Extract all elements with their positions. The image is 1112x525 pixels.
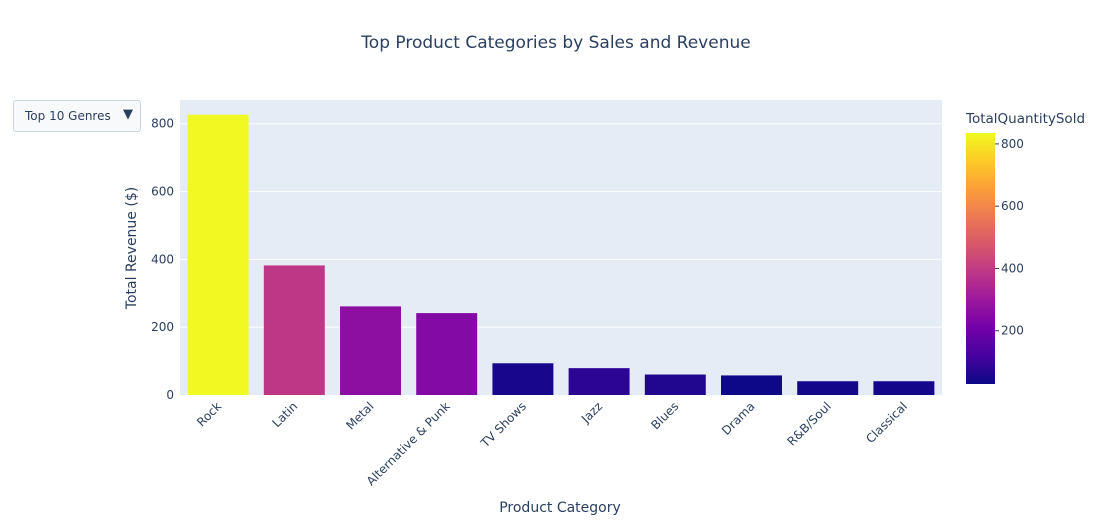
y-tick-label: 600 (151, 185, 174, 199)
y-tick-label: 200 (151, 320, 174, 334)
colorbar-tick-label: 400 (1001, 261, 1024, 275)
x-tick-label: Metal (343, 399, 376, 432)
x-tick-label: Jazz (578, 399, 605, 426)
colorbar-tick-label: 600 (1001, 199, 1024, 213)
bar[interactable] (797, 381, 859, 395)
x-tick-label: Classical (863, 399, 910, 446)
bar[interactable] (873, 381, 935, 395)
colorbar-ticks: 200 400 600 800 (995, 137, 1024, 338)
genre-dropdown[interactable]: Top 10 Genres ▼ (13, 100, 141, 132)
bar[interactable] (721, 375, 782, 395)
bar[interactable] (263, 265, 325, 395)
bar[interactable] (644, 374, 706, 395)
x-axis-label: Product Category (499, 500, 621, 516)
colorbar-title: TotalQuantitySold (965, 111, 1085, 127)
x-tick-label: R&B/Soul (784, 399, 833, 448)
x-tick-label: Alternative & Punk (364, 399, 453, 488)
colorbar-tick-label: 200 (1001, 324, 1024, 338)
x-tick-label: Blues (648, 399, 681, 432)
colorbar-tick-label: 800 (1001, 137, 1024, 151)
y-tick-label: 400 (151, 252, 174, 266)
bar[interactable] (492, 363, 554, 395)
x-tick-label: Rock (194, 399, 224, 429)
dropdown-label: Top 10 Genres (25, 109, 111, 123)
bars (187, 114, 935, 396)
bar[interactable] (340, 306, 401, 395)
triangle-down-icon: ▼ (123, 107, 133, 122)
y-tick-label: 0 (166, 388, 174, 402)
x-tick-label: TV Shows (477, 399, 529, 451)
chart-title: Top Product Categories by Sales and Reve… (361, 33, 751, 53)
bar[interactable] (416, 313, 478, 395)
colorbar (966, 133, 995, 384)
x-tick-label: Drama (719, 399, 758, 438)
y-tick-label: 800 (151, 117, 174, 131)
x-tick-label: Latin (270, 399, 301, 430)
y-axis-ticks: 0 200 400 600 800 (151, 117, 174, 402)
bar[interactable] (187, 114, 249, 396)
bar[interactable] (568, 368, 630, 395)
y-axis-label: Total Revenue ($) (124, 187, 140, 310)
